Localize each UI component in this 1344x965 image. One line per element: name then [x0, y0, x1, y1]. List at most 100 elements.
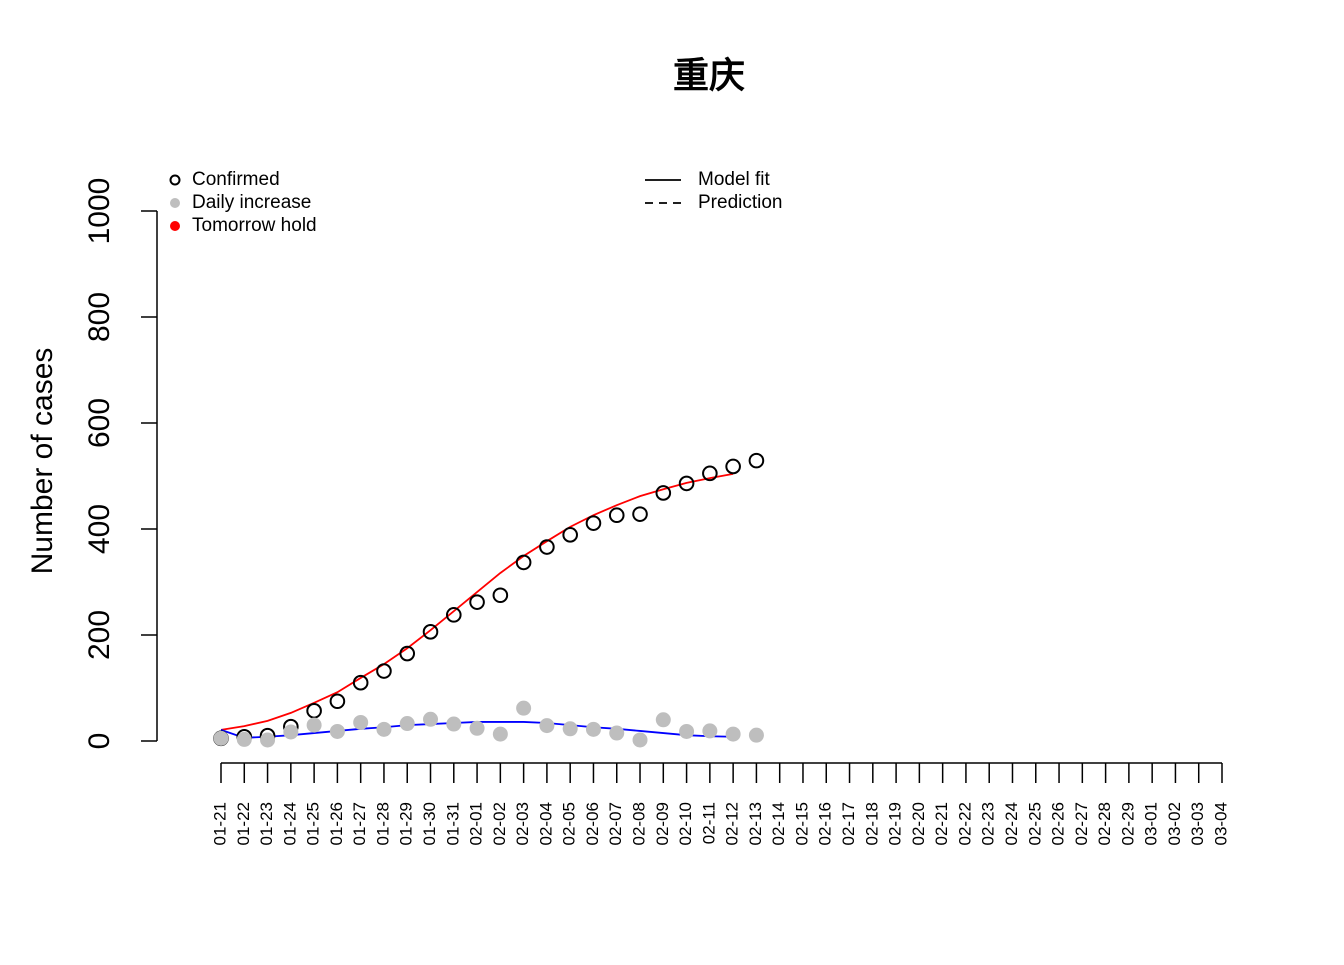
x-tick-label: 02-09 — [653, 802, 672, 845]
x-tick-label: 01-24 — [280, 802, 299, 845]
point — [608, 507, 625, 524]
legend-label: Tomorrow hold — [192, 215, 317, 236]
x-tick-label: 02-20 — [909, 802, 928, 845]
x-tick-label: 02-13 — [746, 802, 765, 845]
x-tick-label: 02-23 — [979, 802, 998, 845]
point — [446, 716, 462, 732]
point — [632, 732, 648, 748]
point — [702, 465, 718, 482]
legend-marker — [170, 198, 180, 208]
point — [399, 645, 416, 662]
x-tick-label: 01-28 — [373, 802, 392, 845]
chart-title: 重庆 — [673, 55, 745, 96]
point — [236, 731, 252, 747]
point — [516, 700, 532, 716]
legend-label: Daily increase — [192, 192, 311, 213]
point — [469, 594, 485, 610]
x-tick-label: 02-11 — [699, 802, 718, 844]
point — [539, 539, 555, 555]
y-tick-label: 800 — [83, 292, 116, 342]
y-tick-label: 400 — [83, 504, 116, 554]
point — [702, 723, 718, 739]
y-tick-label: 600 — [83, 398, 116, 448]
point — [469, 720, 485, 736]
x-tick-label: 02-08 — [630, 802, 649, 845]
x-tick-label: 02-06 — [583, 802, 602, 845]
point — [679, 723, 695, 739]
legend-label: Model fit — [698, 169, 771, 190]
point — [609, 725, 625, 741]
point — [655, 712, 671, 728]
legend-label: Prediction — [698, 192, 783, 213]
point — [260, 732, 276, 748]
point — [515, 554, 532, 571]
point — [329, 693, 346, 710]
point — [492, 726, 508, 742]
x-tick-label: 02-28 — [1095, 802, 1114, 845]
point — [748, 727, 764, 743]
x-tick-label: 02-15 — [792, 802, 811, 845]
x-tick-label: 01-21 — [210, 802, 229, 845]
fit-line — [220, 472, 734, 731]
x-tick-label: 02-05 — [560, 802, 579, 845]
x-tick-label: 02-04 — [536, 802, 555, 845]
x-tick-label: 02-12 — [723, 802, 742, 845]
x-tick-label: 01-22 — [234, 802, 253, 845]
legend-marker — [170, 221, 180, 231]
x-tick-label: 01-29 — [397, 802, 416, 845]
point — [213, 730, 229, 746]
x-tick-label: 03-04 — [1211, 802, 1230, 845]
y-tick-label: 1000 — [83, 178, 116, 245]
legend-label: Confirmed — [192, 169, 280, 190]
x-tick-label: 02-03 — [513, 802, 532, 845]
x-tick-label: 02-26 — [1049, 802, 1068, 845]
x-tick-label: 02-24 — [1002, 802, 1021, 845]
x-tick-label: 03-02 — [1165, 802, 1184, 845]
point — [283, 724, 299, 740]
y-axis-label: Number of cases — [26, 348, 59, 575]
x-tick-label: 02-18 — [862, 802, 881, 845]
x-tick-label: 03-03 — [1188, 802, 1207, 845]
y-tick-label: 0 — [83, 733, 116, 750]
point — [376, 663, 392, 679]
point — [329, 723, 345, 739]
point — [725, 458, 741, 475]
point — [492, 587, 509, 604]
x-tick-label: 02-16 — [816, 802, 835, 845]
point — [353, 714, 369, 730]
point — [748, 452, 765, 469]
x-tick-label: 02-10 — [676, 802, 695, 845]
point — [352, 674, 369, 691]
legend-marker — [169, 174, 181, 186]
x-tick-label: 01-26 — [327, 802, 346, 845]
x-tick-label: 02-19 — [886, 802, 905, 845]
point — [562, 527, 578, 543]
point — [725, 726, 741, 742]
x-tick-label: 02-21 — [932, 802, 951, 845]
point — [655, 485, 672, 501]
x-tick-label: 02-01 — [467, 802, 486, 845]
point — [562, 721, 578, 737]
point — [376, 721, 392, 737]
x-tick-label: 02-29 — [1118, 802, 1137, 845]
x-tick-label: 01-27 — [350, 802, 369, 845]
x-tick-label: 02-17 — [839, 802, 858, 845]
x-tick-label: 01-25 — [304, 802, 323, 845]
x-tick-label: 01-31 — [443, 802, 462, 845]
point — [306, 717, 322, 733]
x-tick-label: 02-07 — [606, 802, 625, 845]
point — [632, 506, 648, 522]
point — [422, 624, 439, 640]
point — [585, 721, 601, 737]
x-tick-label: 02-02 — [490, 802, 509, 845]
x-tick-label: 02-14 — [769, 802, 788, 845]
y-tick-label: 200 — [83, 610, 116, 660]
point — [539, 718, 555, 734]
point — [423, 711, 439, 727]
x-tick-label: 03-01 — [1142, 802, 1161, 845]
x-tick-label: 02-25 — [1025, 802, 1044, 845]
x-tick-label: 02-22 — [955, 802, 974, 845]
x-tick-label: 01-23 — [257, 802, 276, 845]
